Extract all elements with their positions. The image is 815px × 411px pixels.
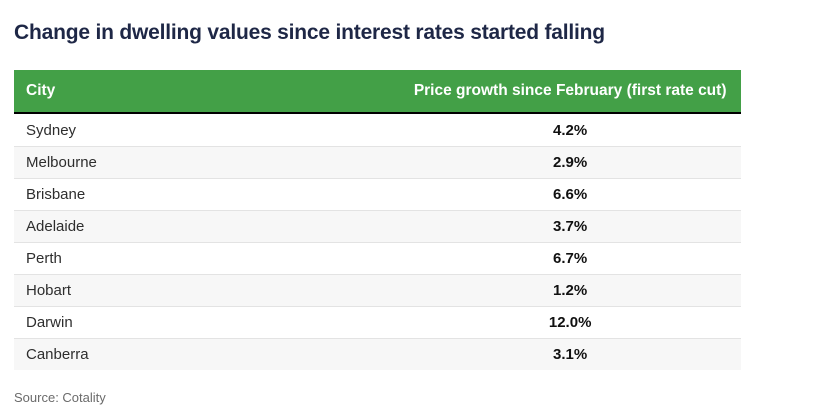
table-row: Adelaide 3.7% (14, 210, 741, 242)
growth-cell: 6.6% (553, 186, 588, 203)
growth-cell: 3.7% (553, 218, 588, 235)
city-cell: Canberra (26, 346, 89, 363)
dwelling-values-table: City Price growth since February (first … (14, 70, 741, 370)
city-cell: Adelaide (26, 218, 85, 235)
table-row: Brisbane 6.6% (14, 178, 741, 210)
growth-cell: 2.9% (553, 154, 588, 171)
column-header-city: City (26, 82, 56, 99)
growth-cell: 1.2% (553, 282, 588, 299)
table-row: Canberra 3.1% (14, 338, 741, 370)
table-row: Sydney 4.2% (14, 114, 741, 146)
page-title: Change in dwelling values since interest… (14, 21, 605, 44)
table-row: Hobart 1.2% (14, 274, 741, 306)
growth-cell: 6.7% (553, 250, 588, 267)
table-header-row: City Price growth since February (first … (14, 70, 741, 114)
city-cell: Brisbane (26, 186, 86, 203)
city-cell: Darwin (26, 314, 73, 331)
growth-cell: 4.2% (553, 121, 588, 139)
table-row: Perth 6.7% (14, 242, 741, 274)
table-body: Sydney 4.2% Melbourne 2.9% Brisbane 6.6%… (14, 114, 741, 370)
table-row: Darwin 12.0% (14, 306, 741, 338)
source-attribution: Source: Cotality (14, 390, 106, 405)
city-cell: Hobart (26, 282, 72, 299)
city-cell: Melbourne (26, 154, 97, 171)
table-row: Melbourne 2.9% (14, 146, 741, 178)
growth-cell: 3.1% (553, 346, 588, 363)
city-cell: Perth (26, 250, 62, 267)
column-header-price-growth: Price growth since February (first rate … (413, 82, 727, 99)
city-cell: Sydney (26, 121, 77, 139)
growth-cell: 12.0% (548, 314, 592, 331)
